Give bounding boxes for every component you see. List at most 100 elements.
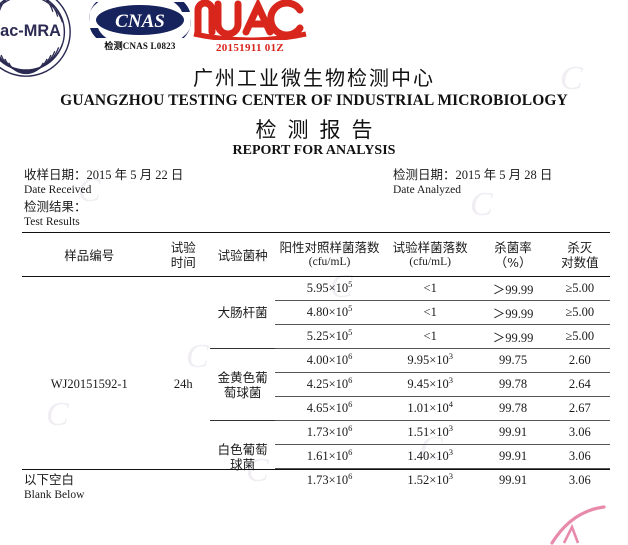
cell-test-count: 1.52×103 xyxy=(383,468,477,492)
col-header-control-count: 阳性对照样菌落数 (cfu/mL) xyxy=(275,234,384,277)
date-received-label-cn: 收样日期： xyxy=(24,168,87,182)
test-results-label-cn: 检测结果： xyxy=(24,200,87,214)
col-header-test-count-unit: (cfu/mL) xyxy=(409,256,451,268)
cell-log-reduction: 3.06 xyxy=(549,420,610,445)
table-row: 4.65×106 1.01×104 99.78 2.67 xyxy=(22,396,610,421)
table-bottom-rule xyxy=(22,469,610,470)
cell-control-count: 1.61×106 xyxy=(275,444,384,469)
col-header-test-count-cn: 试验样菌落数 xyxy=(392,240,468,255)
date-received-label-en: Date Received xyxy=(24,184,92,196)
cell-strain-line: 球菌 xyxy=(230,456,256,472)
col-header-kill-rate-unit: （%） xyxy=(494,255,532,270)
cell-test-count: 9.45×103 xyxy=(383,372,477,397)
cell-log-reduction: 3.06 xyxy=(549,468,610,492)
date-analyzed-label-en: Date Analyzed xyxy=(393,184,462,196)
col-header-kill-rate: 杀菌率 （%） xyxy=(476,234,549,277)
cell-log-reduction: ≥5.00 xyxy=(549,324,610,349)
cell-control-count: 1.73×106 xyxy=(275,468,384,492)
cell-control-count: 1.73×106 xyxy=(275,420,384,445)
col-header-sample-id: 样品编号 xyxy=(22,234,157,277)
results-table-body: WJ20151592-1 24h 大肠杆菌 5.95×105 <1 ＞99.99 ≥5.00… xyxy=(22,277,610,492)
col-header-strain-cn: 试验菌种 xyxy=(217,247,268,263)
cell-strain-line: 萄球菌 xyxy=(223,384,262,400)
cma-logo: 20151911 01Z xyxy=(188,0,312,56)
date-analyzed-value: 2015 年 5 月 28 日 xyxy=(455,168,553,182)
cma-mark-icon xyxy=(193,0,307,43)
cell-log-reduction: ≥5.00 xyxy=(549,300,610,325)
cma-number: 20151911 01Z xyxy=(215,42,285,54)
cell-kill-rate: 99.91 xyxy=(476,468,550,492)
ilac-mra-label: ilac-MRA xyxy=(0,22,61,40)
table-row: 1.61×106 1.40×103 99.91 3.06 xyxy=(22,444,610,469)
table-row: 4.25×106 9.45×103 99.78 2.64 xyxy=(22,372,610,397)
col-header-log-reduction-l2: 对数值 xyxy=(561,255,599,270)
meta-block: 收样日期：2015 年 5 月 22 日 Date Received 检测日期：… xyxy=(0,168,628,220)
table-row: 5.25×105 <1 ＞99.99 ≥5.00 xyxy=(22,324,610,349)
results-table: 样品编号 试验 时间 试验菌种 阳性对照样菌落数 (cfu/mL) 试验样菌落数… xyxy=(22,234,610,492)
cell-kill-rate: 99.75 xyxy=(476,348,550,373)
table-row: 4.80×105 <1 ＞99.99 ≥5.00 xyxy=(22,300,610,325)
cell-test-count: <1 xyxy=(423,281,437,295)
cell-control-count: 4.00×106 xyxy=(275,348,384,373)
cell-strain-line: 大肠杆菌 xyxy=(217,305,268,320)
table-row: WJ20151592-1 24h 大肠杆菌 5.95×105 <1 ＞99.99 ≥5.00 xyxy=(22,277,610,391)
cell-strain: 白色葡萄 球菌 xyxy=(210,420,276,492)
cell-kill-rate: 99.91 xyxy=(476,420,550,445)
cell-log-reduction: 2.64 xyxy=(549,372,610,397)
cell-kill-rate: ＞99.99 xyxy=(476,300,550,325)
cell-control-count: 5.95×105 xyxy=(306,278,353,295)
blank-below-cn: 以下空白 xyxy=(24,473,75,487)
cell-test-count: 1.51×103 xyxy=(383,420,477,445)
col-header-strain: 试验菌种 xyxy=(210,234,275,277)
col-header-test-count: 试验样菌落数 (cfu/mL) xyxy=(384,234,477,277)
col-header-control-count-cn: 阳性对照样菌落数 xyxy=(279,240,380,255)
date-received-cn-line: 收样日期：2015 年 5 月 22 日 xyxy=(24,168,183,183)
col-header-test-time: 试验 时间 xyxy=(157,234,211,277)
cell-test-time: 24h xyxy=(173,377,193,391)
cnas-logo: CNAS 检测CNAS L0823 xyxy=(84,0,196,60)
date-analyzed-label-cn: 检测日期： xyxy=(393,168,456,182)
cell-strain: 金黄色葡 萄球菌 xyxy=(210,348,276,421)
cell-test-count: 1.40×103 xyxy=(383,444,477,469)
cell-log-reduction: 2.60 xyxy=(549,348,610,373)
cell-log-reduction: 2.67 xyxy=(549,396,610,421)
cell-kill-rate: 99.78 xyxy=(476,396,550,421)
col-header-control-count-unit: (cfu/mL) xyxy=(308,256,351,268)
col-header-kill-rate-cn: 杀菌率 xyxy=(494,240,532,255)
cell-test-count: 9.95×103 xyxy=(383,348,477,373)
cell-test-count: <1 xyxy=(383,324,477,349)
col-header-sample-id-cn: 样品编号 xyxy=(64,247,115,263)
table-row: 1.73×106 1.52×103 99.91 3.06 xyxy=(22,468,610,492)
cell-kill-rate: ＞99.99 xyxy=(476,324,550,349)
cell-log-reduction: 3.06 xyxy=(549,444,610,469)
cell-strain: 大肠杆菌 xyxy=(210,277,275,349)
col-header-log-reduction: 杀灭 对数值 xyxy=(550,234,610,277)
cell-test-count: <1 xyxy=(383,300,477,325)
date-analyzed-cn-line: 检测日期：2015 年 5 月 28 日 xyxy=(393,168,552,183)
cell-strain-line: 白色葡萄 xyxy=(217,441,268,457)
col-header-log-reduction-l1: 杀灭 xyxy=(567,240,593,255)
stamp-fragment-icon xyxy=(550,505,606,545)
page-title-cn: 检测报告 xyxy=(255,118,384,142)
col-header-test-time-l1: 试验 xyxy=(170,240,196,255)
cell-log-reduction: ≥5.00 xyxy=(565,281,595,295)
table-row: 白色葡萄 球菌 1.73×106 1.51×103 99.91 3.06 xyxy=(22,420,610,492)
blank-below-block: 以下空白 Blank Below xyxy=(24,473,84,503)
cnas-caption: 检测CNAS L0823 xyxy=(104,41,176,51)
org-name-cn: 广州工业微生物检测中心 xyxy=(193,66,435,90)
cell-kill-rate: 99.78 xyxy=(476,372,550,397)
cnas-wordmark: CNAS xyxy=(115,11,165,32)
table-row: 金黄色葡 萄球菌 4.00×106 9.95×103 99.75 2.60 xyxy=(22,348,610,421)
date-received-value: 2015 年 5 月 22 日 xyxy=(86,168,184,182)
cell-kill-rate: ＞99.99 xyxy=(492,283,534,297)
logo-row: ilac-MRA CNAS 检测CNAS L0823 xyxy=(0,0,628,77)
org-name-en: GUANGZHOU TESTING CENTER OF INDUSTRIAL M… xyxy=(60,92,568,109)
cell-strain-line: 金黄色葡 xyxy=(217,369,268,385)
cell-control-count: 4.80×105 xyxy=(275,300,384,325)
cell-kill-rate: 99.91 xyxy=(476,444,550,469)
cell-control-count: 4.65×106 xyxy=(275,396,384,421)
cell-test-count: 1.01×104 xyxy=(383,396,477,421)
date-analyzed-block: 检测日期：2015 年 5 月 28 日 Date Analyzed xyxy=(393,168,552,198)
cell-control-count: 5.25×105 xyxy=(275,324,384,349)
